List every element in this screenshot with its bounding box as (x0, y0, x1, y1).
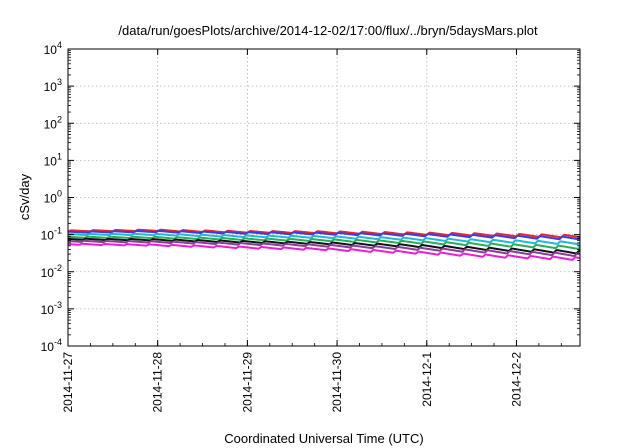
grid (68, 49, 580, 346)
x-tick-label: 2014-12-2 (509, 352, 523, 407)
series-line (67, 242, 581, 261)
y-axis: 10-4 10-3 10-2 10-1 100 101 102 103 104 (41, 40, 580, 354)
x-axis: 2014-11-27 2014-11-28 2014-11-29 2014-11-30… (61, 49, 562, 413)
x-axis-label: Coordinated Universal Time (UTC) (224, 431, 423, 446)
y-tick-label: 100 (44, 189, 62, 206)
series-line (67, 235, 581, 250)
y-axis-label: cSv/day (17, 173, 32, 220)
x-tick-label: 2014-11-29 (240, 352, 254, 413)
series-line (67, 229, 581, 241)
x-tick-label: 2014-12-1 (420, 352, 434, 407)
y-tick-label: 102 (44, 114, 62, 131)
chart-title: /data/run/goesPlots/archive/2014-12-02/1… (118, 23, 538, 38)
y-tick-label: 10-1 (41, 226, 62, 243)
series-line (67, 239, 581, 258)
series-line (67, 232, 581, 246)
series-group (67, 228, 581, 261)
x-tick-label: 2014-11-28 (151, 352, 165, 413)
y-tick-label: 101 (44, 151, 62, 168)
series-line (67, 237, 581, 255)
x-tick-label: 2014-11-27 (61, 352, 75, 413)
y-tick-label: 103 (44, 77, 62, 94)
y-tick-label: 10-3 (41, 300, 62, 317)
x-tick-label: 2014-11-30 (330, 352, 344, 413)
y-tick-label: 10-2 (41, 263, 62, 280)
y-tick-label: 104 (44, 40, 62, 57)
y-tick-label: 10-4 (41, 337, 62, 354)
